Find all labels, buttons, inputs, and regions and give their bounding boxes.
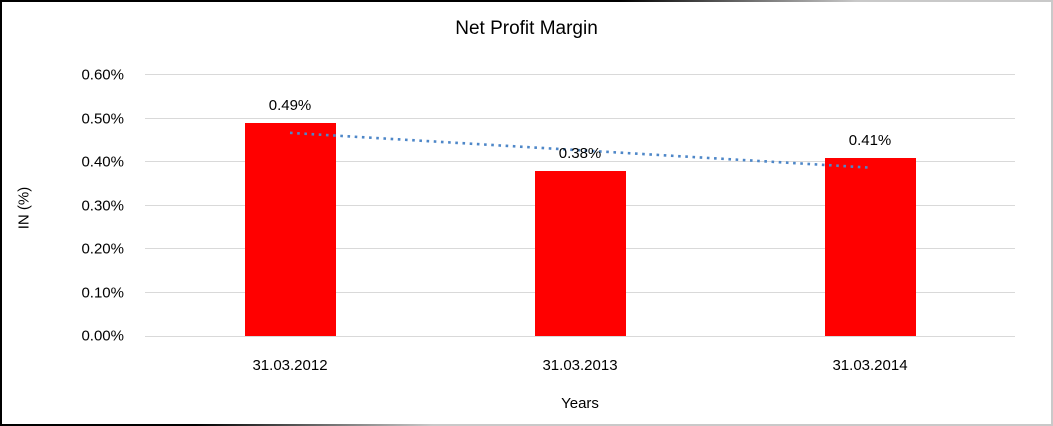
y-tick-label: 0.60% <box>81 66 124 84</box>
data-label: 0.49% <box>268 96 312 114</box>
y-axis-title: IN (%) <box>15 186 33 230</box>
data-label: 0.41% <box>848 131 892 149</box>
x-tick-label: 31.03.2012 <box>252 357 328 374</box>
x-axis-title: Years <box>561 395 599 412</box>
bar-31.03.2013 <box>534 170 626 336</box>
gridline <box>145 74 1015 75</box>
y-tick-label: 0.20% <box>81 240 124 258</box>
y-tick-label: 0.00% <box>81 327 124 345</box>
y-tick-label: 0.40% <box>81 153 124 171</box>
data-label: 0.38% <box>558 144 602 162</box>
x-tick-label: 31.03.2014 <box>832 357 908 374</box>
x-tick-label: 31.03.2013 <box>542 357 618 374</box>
bar-31.03.2014 <box>824 157 916 336</box>
plot-area: 0.49% 0.38% 0.41% <box>145 74 1015 337</box>
trendline <box>289 131 871 169</box>
y-tick-label: 0.10% <box>81 284 124 301</box>
y-tick-label: 0.50% <box>81 110 124 127</box>
bar-31.03.2012 <box>244 122 336 336</box>
gridline <box>145 161 1015 162</box>
gridline <box>145 117 1015 119</box>
x-axis-line <box>145 336 1015 337</box>
chart-title: Net Profit Margin <box>455 18 598 39</box>
y-tick-label: 0.30% <box>81 197 124 214</box>
